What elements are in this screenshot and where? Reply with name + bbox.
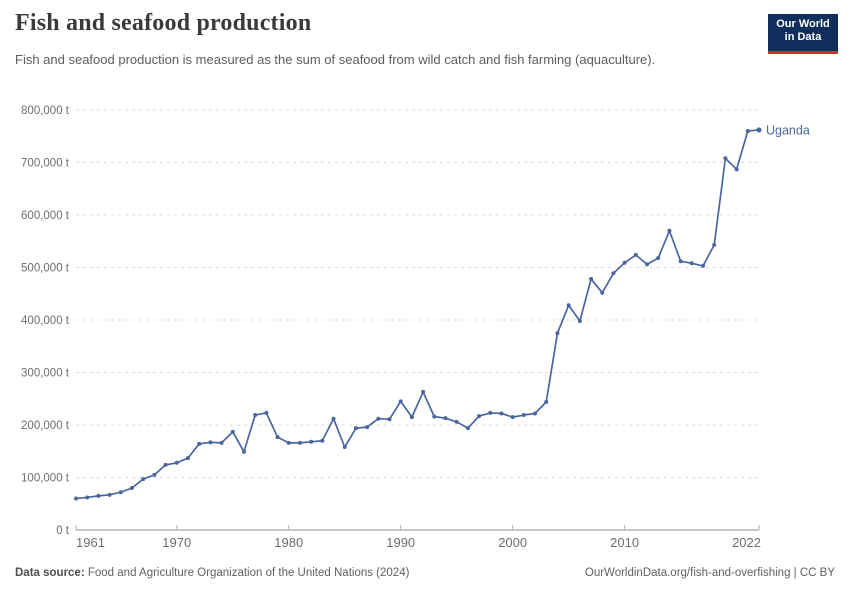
owid-url-license[interactable]: OurWorldinData.org/fish-and-overfishing … xyxy=(584,567,835,579)
data-point-marker[interactable] xyxy=(689,261,694,266)
data-point-marker[interactable] xyxy=(432,414,437,419)
data-point-marker[interactable] xyxy=(409,415,414,420)
data-point-marker[interactable] xyxy=(443,416,448,421)
y-tick-label: 500,000 t xyxy=(21,263,70,275)
data-point-marker[interactable] xyxy=(107,492,112,497)
data-point-marker[interactable] xyxy=(544,399,549,404)
data-point-marker[interactable] xyxy=(667,228,672,233)
y-tick-label: 0 t xyxy=(56,525,70,537)
data-point-marker[interactable] xyxy=(163,462,168,467)
data-point-marker[interactable] xyxy=(96,493,101,498)
data-source-text: Food and Agriculture Organization of the… xyxy=(84,567,410,579)
data-point-marker[interactable] xyxy=(331,416,336,421)
data-point-marker[interactable] xyxy=(600,290,605,295)
data-point-marker[interactable] xyxy=(152,472,157,477)
series-line[interactable] xyxy=(75,129,760,500)
data-point-marker[interactable] xyxy=(645,262,650,267)
y-tick-label: 400,000 t xyxy=(21,315,70,327)
data-point-marker[interactable] xyxy=(477,414,482,419)
entity-end-label[interactable]: Uganda xyxy=(766,123,810,137)
x-tick-label: 1961 xyxy=(76,535,105,550)
data-point-marker[interactable] xyxy=(611,271,616,276)
data-point-marker[interactable] xyxy=(555,331,560,336)
y-tick-label: 600,000 t xyxy=(21,210,70,222)
data-point-marker[interactable] xyxy=(365,425,370,430)
data-point-marker[interactable] xyxy=(353,426,358,431)
data-point-marker[interactable] xyxy=(589,277,594,282)
data-source-note: Data source: Food and Agriculture Organi… xyxy=(15,567,409,579)
data-point-marker[interactable] xyxy=(521,413,526,418)
x-tick-label: 1980 xyxy=(274,535,303,550)
data-point-marker[interactable] xyxy=(577,319,582,324)
data-point-marker[interactable] xyxy=(510,415,515,420)
x-tick-label: 1970 xyxy=(162,535,191,550)
y-tick-label: 300,000 t xyxy=(21,368,70,380)
y-tick-label: 800,000 t xyxy=(21,105,70,117)
data-point-marker[interactable] xyxy=(398,399,403,404)
data-point-marker[interactable] xyxy=(264,410,269,415)
y-tick-label: 100,000 t xyxy=(21,473,70,485)
data-point-marker[interactable] xyxy=(701,263,706,268)
data-point-marker[interactable] xyxy=(454,419,459,424)
data-point-marker[interactable] xyxy=(141,477,146,482)
x-tick-label: 2022 xyxy=(732,535,761,550)
data-point-marker[interactable] xyxy=(275,435,280,440)
data-point-marker[interactable] xyxy=(230,429,235,434)
data-point-marker[interactable] xyxy=(499,411,504,416)
data-point-marker[interactable] xyxy=(342,445,347,450)
data-point-marker[interactable] xyxy=(253,413,258,418)
owid-logo: Our World in Data xyxy=(768,14,838,54)
x-tick-label: 2010 xyxy=(610,535,639,550)
chart-title: Fish and seafood production xyxy=(15,10,312,36)
data-point-marker[interactable] xyxy=(74,496,78,501)
data-point-marker[interactable] xyxy=(118,490,123,495)
data-point-marker[interactable] xyxy=(488,410,493,415)
data-point-marker[interactable] xyxy=(387,417,392,422)
data-point-marker[interactable] xyxy=(734,167,739,172)
series-end-marker[interactable] xyxy=(756,127,762,133)
data-point-marker[interactable] xyxy=(745,129,750,133)
owid-logo-line1: Our World xyxy=(776,18,830,30)
data-point-marker[interactable] xyxy=(533,411,538,416)
x-tick-label: 1990 xyxy=(386,535,415,550)
data-point-marker[interactable] xyxy=(174,460,179,465)
data-point-marker[interactable] xyxy=(633,252,638,257)
y-tick-label: 700,000 t xyxy=(21,158,70,170)
data-point-marker[interactable] xyxy=(286,440,291,445)
data-point-marker[interactable] xyxy=(208,440,213,445)
chart-footer: Data source: Food and Agriculture Organi… xyxy=(15,567,835,579)
y-tick-label: 200,000 t xyxy=(21,420,70,432)
data-point-marker[interactable] xyxy=(185,456,190,461)
data-point-marker[interactable] xyxy=(465,426,470,431)
data-point-marker[interactable] xyxy=(566,303,571,308)
data-point-marker[interactable] xyxy=(197,441,202,446)
chart-subtitle: Fish and seafood production is measured … xyxy=(15,52,656,67)
data-point-marker[interactable] xyxy=(723,156,728,161)
data-point-marker[interactable] xyxy=(656,256,661,261)
data-point-marker[interactable] xyxy=(129,486,134,490)
data-point-marker[interactable] xyxy=(712,242,717,247)
data-point-marker[interactable] xyxy=(85,495,90,500)
data-point-marker[interactable] xyxy=(622,260,627,265)
data-point-marker[interactable] xyxy=(241,449,246,454)
data-source-label: Data source: xyxy=(15,567,85,579)
x-tick-label: 2000 xyxy=(498,535,527,550)
data-point-marker[interactable] xyxy=(309,439,314,444)
data-point-marker[interactable] xyxy=(376,416,381,421)
data-point-marker[interactable] xyxy=(297,440,302,445)
owid-logo-line2: in Data xyxy=(784,31,822,43)
data-point-marker[interactable] xyxy=(320,438,325,443)
data-point-marker[interactable] xyxy=(678,259,683,264)
data-point-marker[interactable] xyxy=(219,440,224,445)
data-point-marker[interactable] xyxy=(421,389,426,394)
